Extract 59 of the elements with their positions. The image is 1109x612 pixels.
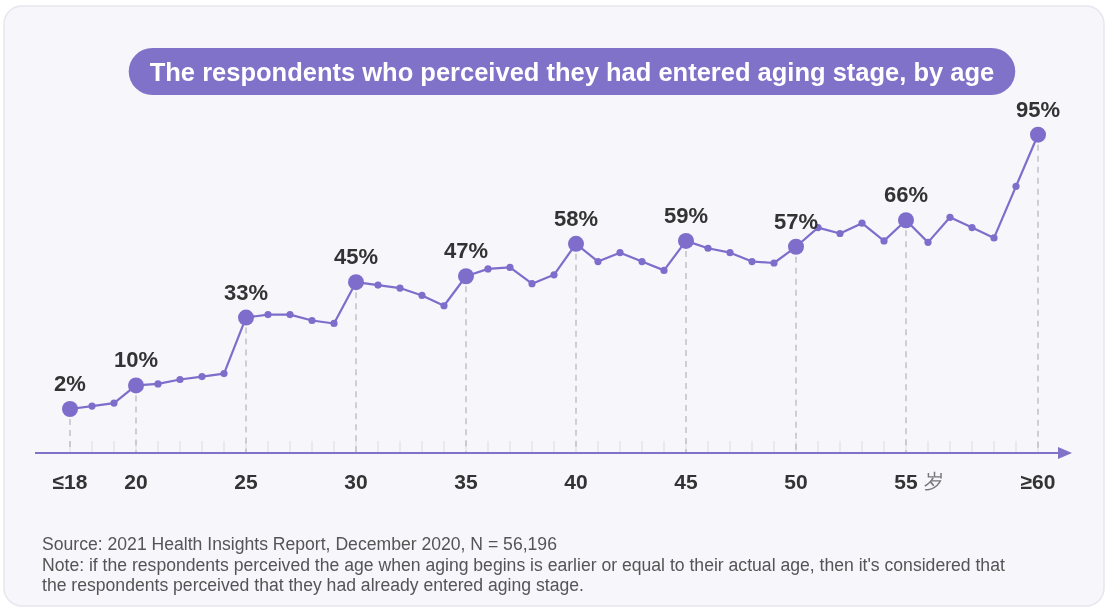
chart-title: The respondents who perceived they had entered aging stage, by age [149, 57, 995, 86]
point [1012, 182, 1020, 190]
x-tick-label: 20 [124, 470, 148, 493]
point [880, 237, 888, 245]
point [198, 372, 206, 381]
point [220, 370, 228, 378]
point [330, 319, 338, 328]
x-tick-label: 35 [454, 470, 478, 493]
x-tick-label: ≤18 [52, 470, 88, 493]
point [704, 244, 712, 252]
data-label: 2% [54, 371, 86, 396]
data-label: 10% [113, 347, 159, 373]
point [616, 249, 624, 257]
point [946, 213, 954, 221]
point [858, 219, 866, 227]
point [440, 302, 448, 310]
data-label: 59% [663, 202, 709, 228]
point [418, 291, 426, 300]
point [88, 402, 96, 410]
point [264, 311, 272, 319]
x-label: 岁 [923, 470, 944, 492]
point [748, 257, 756, 266]
point [110, 399, 118, 407]
data-label: 95% [1015, 96, 1061, 122]
x-tick-label: 30 [344, 470, 368, 493]
point [396, 284, 404, 292]
point [374, 281, 382, 289]
point [154, 380, 162, 388]
data-label: 45% [333, 244, 379, 270]
point [528, 280, 536, 288]
point [836, 229, 844, 238]
point [550, 271, 558, 279]
point [176, 375, 184, 384]
x-tick-label: 50 [784, 470, 808, 493]
x-tick-label: 55 [894, 470, 918, 493]
point [506, 263, 514, 272]
point [594, 257, 602, 266]
x-tick-label: ≥60 [1020, 470, 1056, 493]
point [638, 257, 646, 266]
point [990, 234, 998, 242]
title: The respondents who perceived they had entered aging stage, by age [128, 48, 1016, 95]
x-tick-label: 25 [234, 470, 258, 493]
point [924, 238, 932, 246]
data-label: 33% [223, 279, 269, 305]
data-label: 66% [883, 182, 929, 208]
x-tick-label: 40 [564, 470, 588, 493]
point [660, 266, 668, 274]
x-tick-label: 45 [674, 470, 698, 493]
point [484, 265, 492, 273]
point [770, 259, 778, 267]
data-label: 57% [773, 208, 819, 234]
point [286, 311, 294, 319]
point [308, 316, 316, 325]
data-label: 58% [553, 205, 599, 231]
annotation: Note: if the respondents perceived the age when aging begins is earlier or equal to their actual age, then it's considered that the respondents perceived that they had already entered aging stage. [42, 554, 1005, 595]
point [726, 249, 734, 257]
annotation: Source: 2021 Health Insights Report, December 2020, N = 56,196 [42, 534, 557, 554]
data-label: 47% [443, 238, 489, 264]
point [968, 224, 976, 232]
